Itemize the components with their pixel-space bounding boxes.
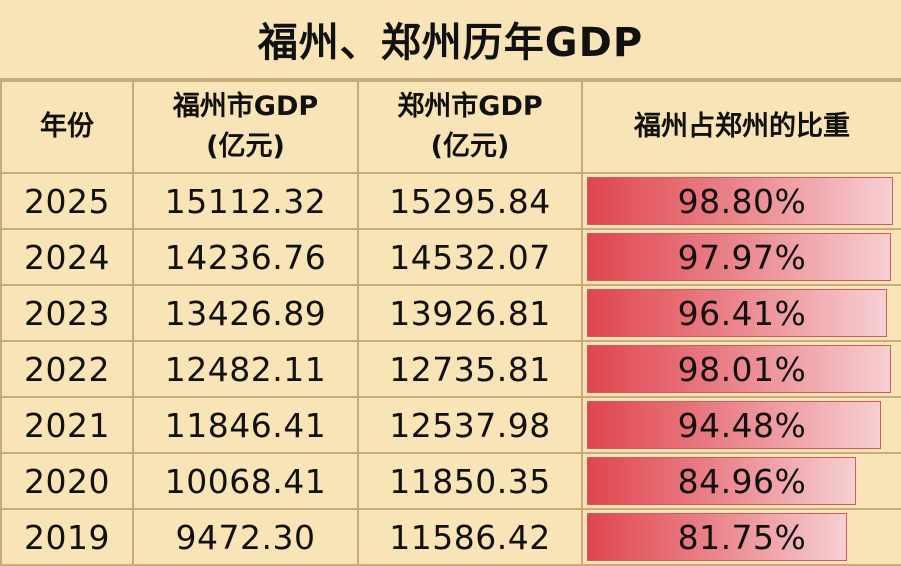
cell-ratio: 81.75% [581,508,901,566]
header-fuzhou-gdp-label: 福州市GDP [172,91,319,122]
ratio-bar [587,177,894,225]
header-zhengzhou-gdp-label: 郑州市GDP [397,91,543,122]
ratio-bar [587,401,882,449]
page-title: 福州、郑州历年GDP [0,0,901,80]
cell-year: 2023 [0,284,134,342]
header-ratio: 福州占郑州的比重 [581,80,901,174]
cell-zhengzhou-gdp: 15295.84 [357,172,583,230]
cell-zhengzhou-gdp: 12735.81 [357,340,583,398]
cell-zhengzhou-gdp: 14532.07 [357,228,583,286]
cell-fuzhou-gdp: 10068.41 [132,452,359,510]
cell-year: 2021 [0,396,134,454]
table-row: 2022 12482.11 12735.81 98.01% [0,340,901,398]
cell-zhengzhou-gdp: 12537.98 [357,396,583,454]
table-row: 2023 13426.89 13926.81 96.41% [0,284,901,342]
cell-zhengzhou-gdp: 11586.42 [357,508,583,566]
header-year-label: 年份 [40,111,94,142]
gdp-table: 年份 福州市GDP (亿元) 郑州市GDP (亿元) 福州占郑州的比重 2025… [0,80,901,566]
ratio-value: 81.75% [677,517,807,557]
cell-fuzhou-gdp: 15112.32 [132,172,359,230]
cell-zhengzhou-gdp: 11850.35 [357,452,583,510]
cell-ratio: 98.01% [581,340,901,398]
table-row: 2020 10068.41 11850.35 84.96% [0,452,901,510]
cell-ratio: 94.48% [581,396,901,454]
cell-year: 2020 [0,452,134,510]
ratio-bar [587,289,887,337]
cell-year: 2022 [0,340,134,398]
table-row: 2021 11846.41 12537.98 94.48% [0,396,901,454]
ratio-value: 96.41% [677,293,807,333]
header-ratio-label: 福州占郑州的比重 [634,111,850,142]
cell-year: 2019 [0,508,134,566]
cell-ratio: 98.80% [581,172,901,230]
header-year: 年份 [0,80,134,174]
cell-ratio: 84.96% [581,452,901,510]
cell-ratio: 97.97% [581,228,901,286]
cell-year: 2025 [0,172,134,230]
cell-zhengzhou-gdp: 13926.81 [357,284,583,342]
ratio-bar [587,345,891,393]
ratio-bar [587,457,856,505]
cell-fuzhou-gdp: 11846.41 [132,396,359,454]
ratio-value: 84.96% [677,461,807,501]
cell-fuzhou-gdp: 9472.30 [132,508,359,566]
header-zhengzhou-gdp-unit: (亿元) [430,131,510,162]
table-row: 2019 9472.30 11586.42 81.75% [0,508,901,566]
ratio-value: 98.01% [677,349,807,389]
ratio-value: 94.48% [677,405,807,445]
table-row: 2024 14236.76 14532.07 97.97% [0,228,901,286]
ratio-value: 97.97% [677,237,807,277]
ratio-bar [587,513,848,561]
cell-fuzhou-gdp: 12482.11 [132,340,359,398]
table-row: 2025 15112.32 15295.84 98.80% [0,172,901,230]
cell-year: 2024 [0,228,134,286]
ratio-value: 98.80% [677,181,807,221]
header-fuzhou-gdp: 福州市GDP (亿元) [132,80,359,174]
header-zhengzhou-gdp: 郑州市GDP (亿元) [357,80,583,174]
cell-fuzhou-gdp: 13426.89 [132,284,359,342]
cell-fuzhou-gdp: 14236.76 [132,228,359,286]
ratio-bar [587,233,891,281]
header-fuzhou-gdp-unit: (亿元) [206,131,285,162]
cell-ratio: 96.41% [581,284,901,342]
table-header-row: 年份 福州市GDP (亿元) 郑州市GDP (亿元) 福州占郑州的比重 [0,80,901,174]
